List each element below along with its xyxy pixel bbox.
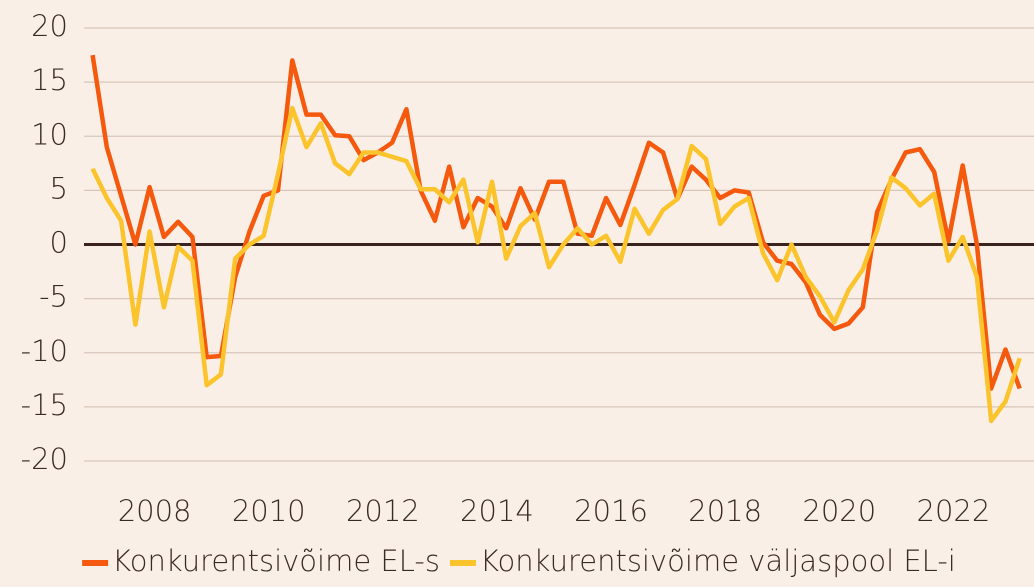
y-tick-label: 20 [31,9,68,43]
x-tick-label: 2010 [232,494,306,528]
series-line [90,54,1022,391]
y-tick-label: 0 [50,226,68,260]
x-tick-label: 2014 [460,494,534,528]
y-tick-label: -15 [21,388,68,422]
x-tick-label: 2018 [688,494,762,528]
series-line [90,105,1022,424]
y-tick-label: -10 [21,334,68,368]
legend-label: Konkurentsivõime EL-s [112,544,440,578]
legend-label: Konkurentsivõime väljaspool EL-i [480,544,956,578]
y-tick-label: -20 [21,442,68,476]
legend-swatch [82,560,109,566]
x-tick-label: 2016 [574,494,648,528]
y-tick-label: 10 [31,117,68,151]
legend-swatch [449,560,476,566]
y-tick-label: 15 [31,63,68,97]
y-tick-label: -5 [39,280,68,314]
y-tick-label: 5 [50,171,68,205]
x-tick-label: 2020 [802,494,876,528]
x-tick-label: 2022 [917,494,991,528]
x-tick-label: 2008 [118,494,192,528]
x-tick-label: 2012 [346,494,420,528]
